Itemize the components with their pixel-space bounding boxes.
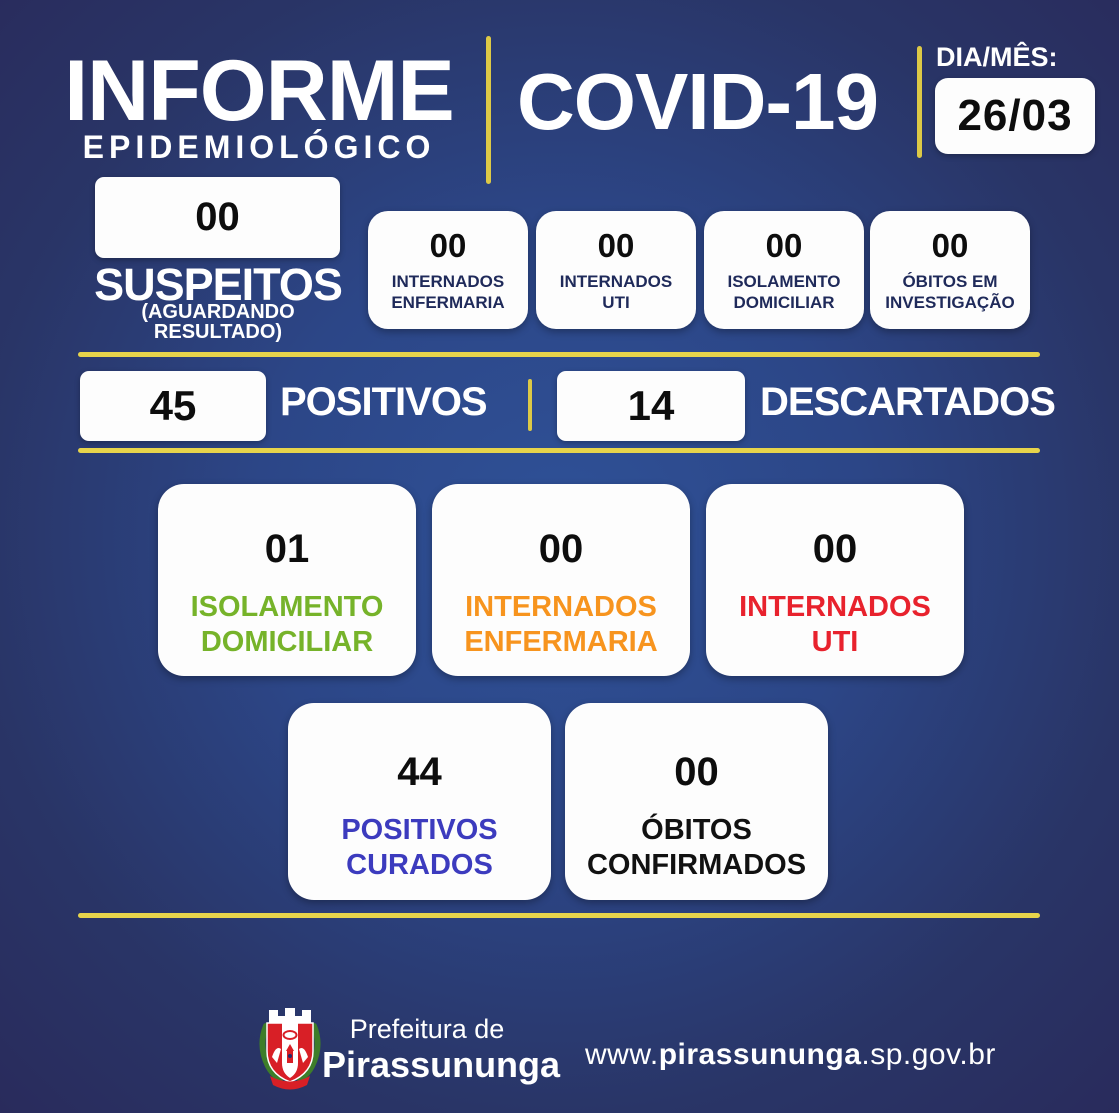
suspects-value: 00 [195, 195, 240, 239]
status-value: 00 [812, 526, 858, 571]
header-divider-right [917, 46, 922, 158]
status-card-internados-uti: 00 INTERNADOS UTI [706, 484, 964, 676]
date-box: 26/03 [935, 78, 1095, 154]
org-name: Prefeitura de Pirassununga [322, 1014, 561, 1086]
positives-value-box: 45 [80, 371, 266, 441]
website-domain: pirassununga [658, 1038, 862, 1071]
outcome-value: 44 [397, 750, 442, 795]
outcome-value: 00 [674, 750, 719, 795]
totals-divider [528, 379, 532, 431]
website-prefix: www. [585, 1038, 659, 1071]
outcome-card-obitos-confirmados: 00 ÓBITOS CONFIRMADOS [565, 703, 828, 900]
stat-label: INTERNADOS UTI [559, 271, 673, 312]
report-subtitle: EPIDEMIOLÓGICO [82, 129, 436, 165]
org-name-line2: Pirassununga [322, 1044, 561, 1086]
suspect-card-obitos-investigacao: 00 ÓBITOS EM INVESTIGAÇÃO [870, 211, 1030, 329]
website-suffix: .sp.gov.br [861, 1038, 996, 1071]
status-value: 01 [264, 526, 310, 571]
stat-value: 00 [765, 226, 803, 264]
discarded-value-box: 14 [557, 371, 745, 441]
suspect-card-isolamento-domiciliar: 00 ISOLAMENTO DOMICILIAR [704, 211, 864, 329]
status-label: INTERNADOS UTI [739, 590, 931, 658]
status-label: INTERNADOS ENFERMARIA [464, 590, 658, 658]
date-label: DIA/MÊS: [936, 42, 1058, 72]
status-card-internados-enfermaria: 00 INTERNADOS ENFERMARIA [432, 484, 690, 676]
suspect-card-internados-uti: 00 INTERNADOS UTI [536, 211, 696, 329]
date-value: 26/03 [957, 91, 1073, 140]
suspect-card-internados-enfermaria: 00 INTERNADOS ENFERMARIA [368, 211, 528, 329]
discarded-label: DESCARTADOS [760, 380, 1056, 424]
status-label: ISOLAMENTO DOMICILIAR [190, 590, 384, 658]
positives-value: 45 [149, 382, 197, 429]
stat-value: 00 [597, 226, 635, 264]
status-card-isolamento-domiciliar: 01 ISOLAMENTO DOMICILIAR [158, 484, 416, 676]
status-value: 00 [538, 526, 584, 571]
outcome-label: POSITIVOS CURADOS [341, 814, 498, 881]
stat-label: ISOLAMENTO DOMICILIAR [727, 271, 841, 312]
separator-line-middle [78, 448, 1040, 453]
stat-label: ÓBITOS EM INVESTIGAÇÃO [885, 271, 1015, 312]
positives-label: POSITIVOS [280, 380, 488, 424]
outcome-card-positivos-curados: 44 POSITIVOS CURADOS [288, 703, 551, 900]
disease-title: COVID-19 [517, 57, 879, 146]
stat-value: 00 [429, 226, 467, 264]
org-name-line1: Prefeitura de [349, 1014, 505, 1044]
city-crest-logo [256, 1000, 324, 1095]
report-title: INFORME [64, 43, 455, 139]
discarded-value: 14 [627, 382, 675, 429]
website-url: www.pirassununga.sp.gov.br [585, 1038, 996, 1072]
separator-line-top [78, 352, 1040, 357]
stat-label: INTERNADOS ENFERMARIA [391, 271, 505, 312]
separator-line-bottom [78, 913, 1040, 918]
header-divider-left [486, 36, 491, 184]
suspects-value-box: 00 [95, 177, 340, 258]
suspects-label: SUSPEITOS [94, 259, 343, 310]
suspects-sublabel: (AGUARDANDO RESULTADO) [141, 301, 295, 343]
stat-value: 00 [931, 226, 969, 264]
outcome-label: ÓBITOS CONFIRMADOS [586, 814, 807, 881]
